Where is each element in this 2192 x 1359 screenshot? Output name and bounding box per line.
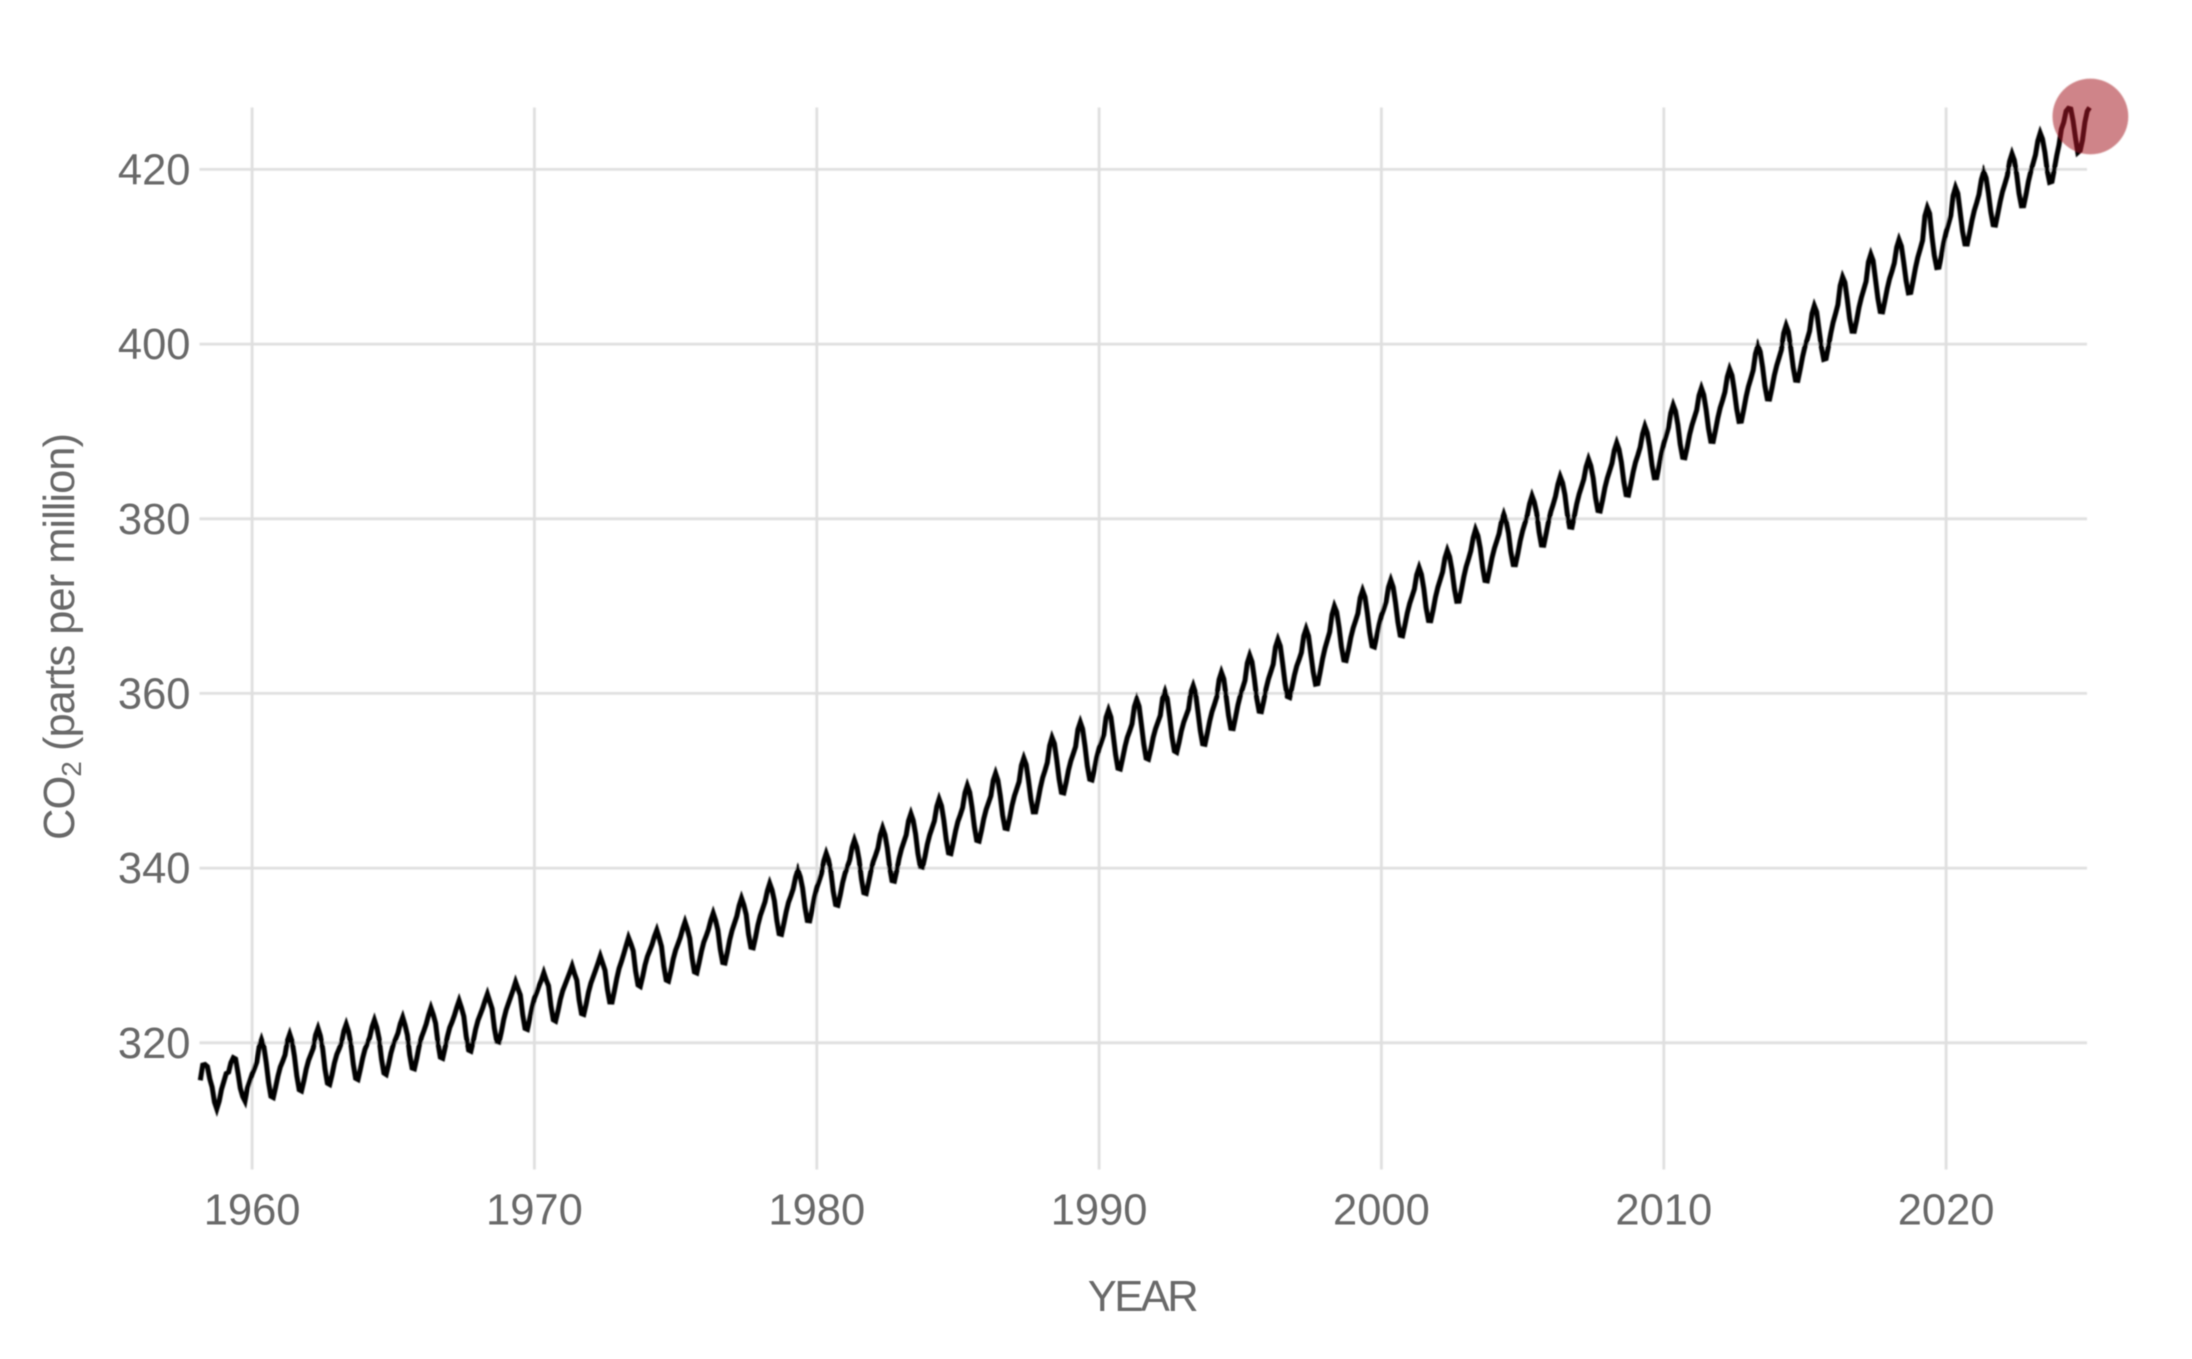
svg-text:2000: 2000 xyxy=(1333,1187,1430,1235)
svg-text:2020: 2020 xyxy=(1898,1187,1995,1235)
svg-text:1960: 1960 xyxy=(204,1187,301,1235)
svg-text:2010: 2010 xyxy=(1615,1187,1712,1235)
svg-text:1990: 1990 xyxy=(1051,1187,1148,1235)
svg-text:CO2 (parts per million): CO2 (parts per million) xyxy=(36,434,87,840)
svg-text:400: 400 xyxy=(118,321,191,369)
svg-text:340: 340 xyxy=(118,845,191,893)
svg-text:420: 420 xyxy=(118,146,191,194)
svg-text:380: 380 xyxy=(118,496,191,544)
svg-text:1980: 1980 xyxy=(768,1187,865,1235)
svg-text:1970: 1970 xyxy=(486,1187,583,1235)
svg-text:360: 360 xyxy=(118,670,191,718)
svg-text:YEAR: YEAR xyxy=(1088,1273,1198,1321)
svg-text:320: 320 xyxy=(118,1020,191,1068)
